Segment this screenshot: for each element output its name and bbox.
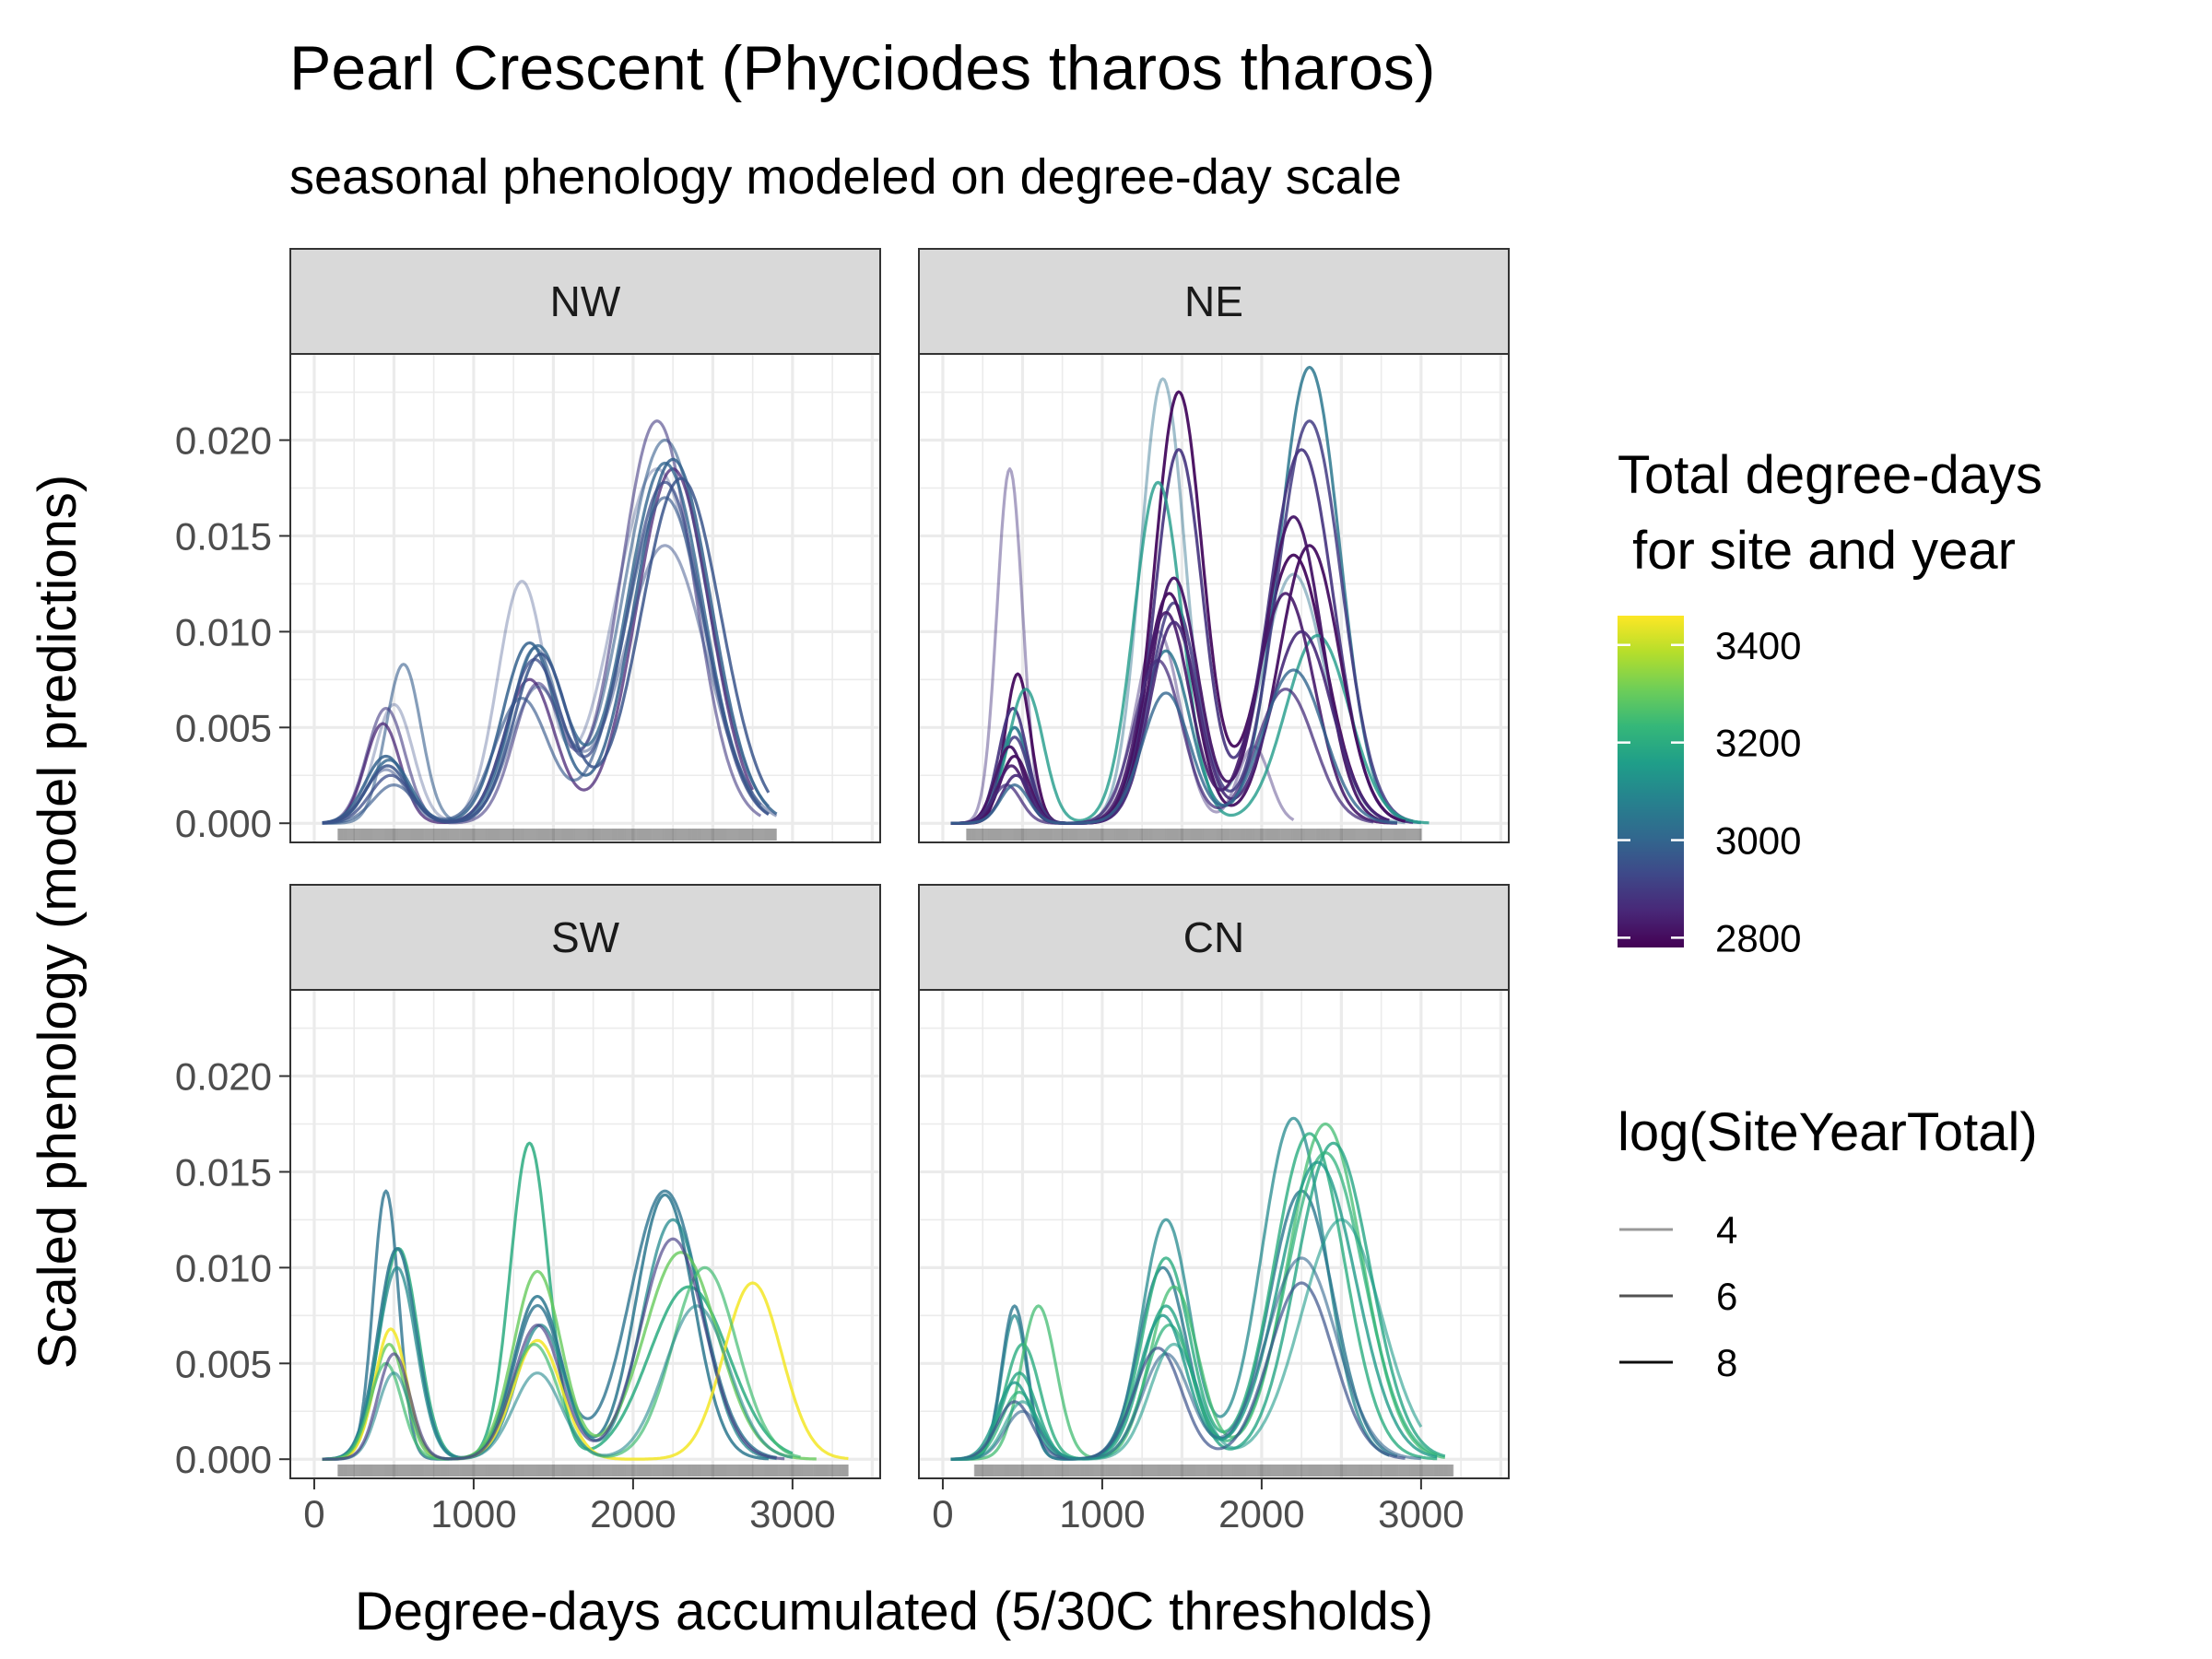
facet-strip — [918, 884, 1510, 991]
facet-strip — [289, 884, 881, 991]
series-line-ne-11 — [950, 620, 1390, 825]
alpha-legend-label: 8 — [1716, 1341, 1737, 1384]
y-tick-label: 0.020 — [175, 419, 272, 463]
x-tick-label: 3000 — [749, 1492, 835, 1535]
colourbar-label: 3000 — [1715, 819, 1801, 863]
panel-background — [919, 990, 1509, 1478]
series-line-cn-10 — [950, 1218, 1423, 1461]
facet-strip — [918, 248, 1510, 355]
y-tick-label: 0.015 — [175, 1150, 272, 1194]
series-line-ne-12 — [950, 658, 1374, 825]
series-lines — [322, 1141, 849, 1461]
gridlines — [919, 990, 1509, 1478]
series-line-ne-13 — [950, 668, 1397, 825]
gridlines — [919, 354, 1509, 842]
series-lines — [950, 1116, 1446, 1461]
series-line-ne-8 — [950, 515, 1390, 825]
panel-cn: CN 0 1000 2000 3000 — [918, 884, 1510, 1535]
facet-strip — [289, 248, 881, 355]
series-line-ne-6 — [950, 448, 1414, 825]
y-tick-label: 0.000 — [175, 1438, 272, 1481]
series-line-sw-4 — [322, 1218, 777, 1461]
alpha-legend-label: 4 — [1716, 1208, 1737, 1252]
chart-title: Pearl Crescent (Phyciodes tharos tharos) — [289, 33, 1435, 103]
alpha-legend-label: 6 — [1716, 1275, 1737, 1318]
y-tick-label: 0.020 — [175, 1055, 272, 1099]
series-line-nw-9 — [322, 496, 762, 825]
facet-panels: NW 0.000 0.005 0.010 0.015 0.020 NE SW 0.000 0.00… — [175, 248, 1510, 1535]
series-line-nw-10 — [322, 544, 778, 825]
colourbar-label: 2800 — [1715, 916, 1801, 959]
panel-ne: NE — [918, 248, 1510, 843]
series-line-nw-7 — [322, 477, 771, 825]
y-axis-title: Scaled phenology (model predictions) — [28, 475, 88, 1369]
rug-marks — [966, 829, 1422, 841]
facet-label: NE — [1184, 277, 1243, 325]
colour-legend-title-line-1: Total degree-days — [1618, 445, 2042, 505]
series-line-ne-9 — [950, 544, 1406, 825]
y-tick-label: 0.010 — [175, 610, 272, 653]
y-tick-label: 0.010 — [175, 1246, 272, 1289]
series-line-cn-4 — [950, 1122, 1445, 1461]
panel-border — [918, 353, 1510, 843]
panel-border — [918, 989, 1510, 1479]
colour-legend: Total degree-days for site and year 3400… — [1618, 445, 2042, 959]
y-tick-label: 0.015 — [175, 514, 272, 558]
y-tick-label: 0.005 — [175, 706, 272, 749]
panel-background — [290, 990, 880, 1478]
series-line-sw-9 — [322, 1237, 785, 1461]
panel-nw: NW 0.000 0.005 0.010 0.015 0.020 — [175, 248, 881, 845]
series-line-cn-9 — [950, 1281, 1406, 1461]
x-tick-label: 0 — [932, 1492, 953, 1535]
rug-marks — [973, 1465, 1454, 1477]
series-lines — [950, 365, 1430, 825]
panel-border — [289, 989, 881, 1479]
colourbar — [1618, 616, 1684, 947]
alpha-legend: log(SiteYearTotal) 4 6 8 — [1618, 1102, 2038, 1384]
y-tick-label: 0.000 — [175, 802, 272, 845]
colour-legend-title-line-2: for site and year — [1618, 521, 2016, 581]
series-line-cn-3 — [950, 1132, 1438, 1461]
facet-label: NW — [550, 277, 621, 325]
alpha-legend-title: log(SiteYearTotal) — [1618, 1102, 2038, 1162]
x-tick-label: 1000 — [1059, 1492, 1145, 1535]
x-tick-label: 2000 — [590, 1492, 676, 1535]
colourbar-label: 3200 — [1715, 722, 1801, 765]
x-tick-label: 3000 — [1378, 1492, 1464, 1535]
x-tick-label: 2000 — [1218, 1492, 1304, 1535]
series-line-sw-8 — [322, 1304, 794, 1461]
panel-sw: SW 0.000 0.005 0.010 0.015 0.020 0 1000 2000 3000 — [175, 884, 881, 1535]
series-line-sw-7 — [322, 1265, 801, 1461]
series-line-cn-8 — [950, 1256, 1421, 1461]
rug-marks — [337, 1465, 849, 1477]
panel-border — [289, 353, 881, 843]
colourbar-label: 3400 — [1715, 624, 1801, 667]
chart-subtitle: seasonal phenology modeled on degree-day… — [289, 149, 1402, 205]
x-tick-label: 0 — [303, 1492, 324, 1535]
y-tick-label: 0.005 — [175, 1342, 272, 1385]
x-tick-label: 1000 — [430, 1492, 516, 1535]
x-axis-title: Degree-days accumulated (5/30C threshold… — [355, 1582, 1433, 1641]
series-lines — [322, 419, 778, 825]
rug-marks — [337, 829, 777, 841]
facet-label: CN — [1183, 913, 1244, 961]
facet-label: SW — [551, 913, 620, 961]
series-line-sw-3 — [322, 1193, 769, 1461]
